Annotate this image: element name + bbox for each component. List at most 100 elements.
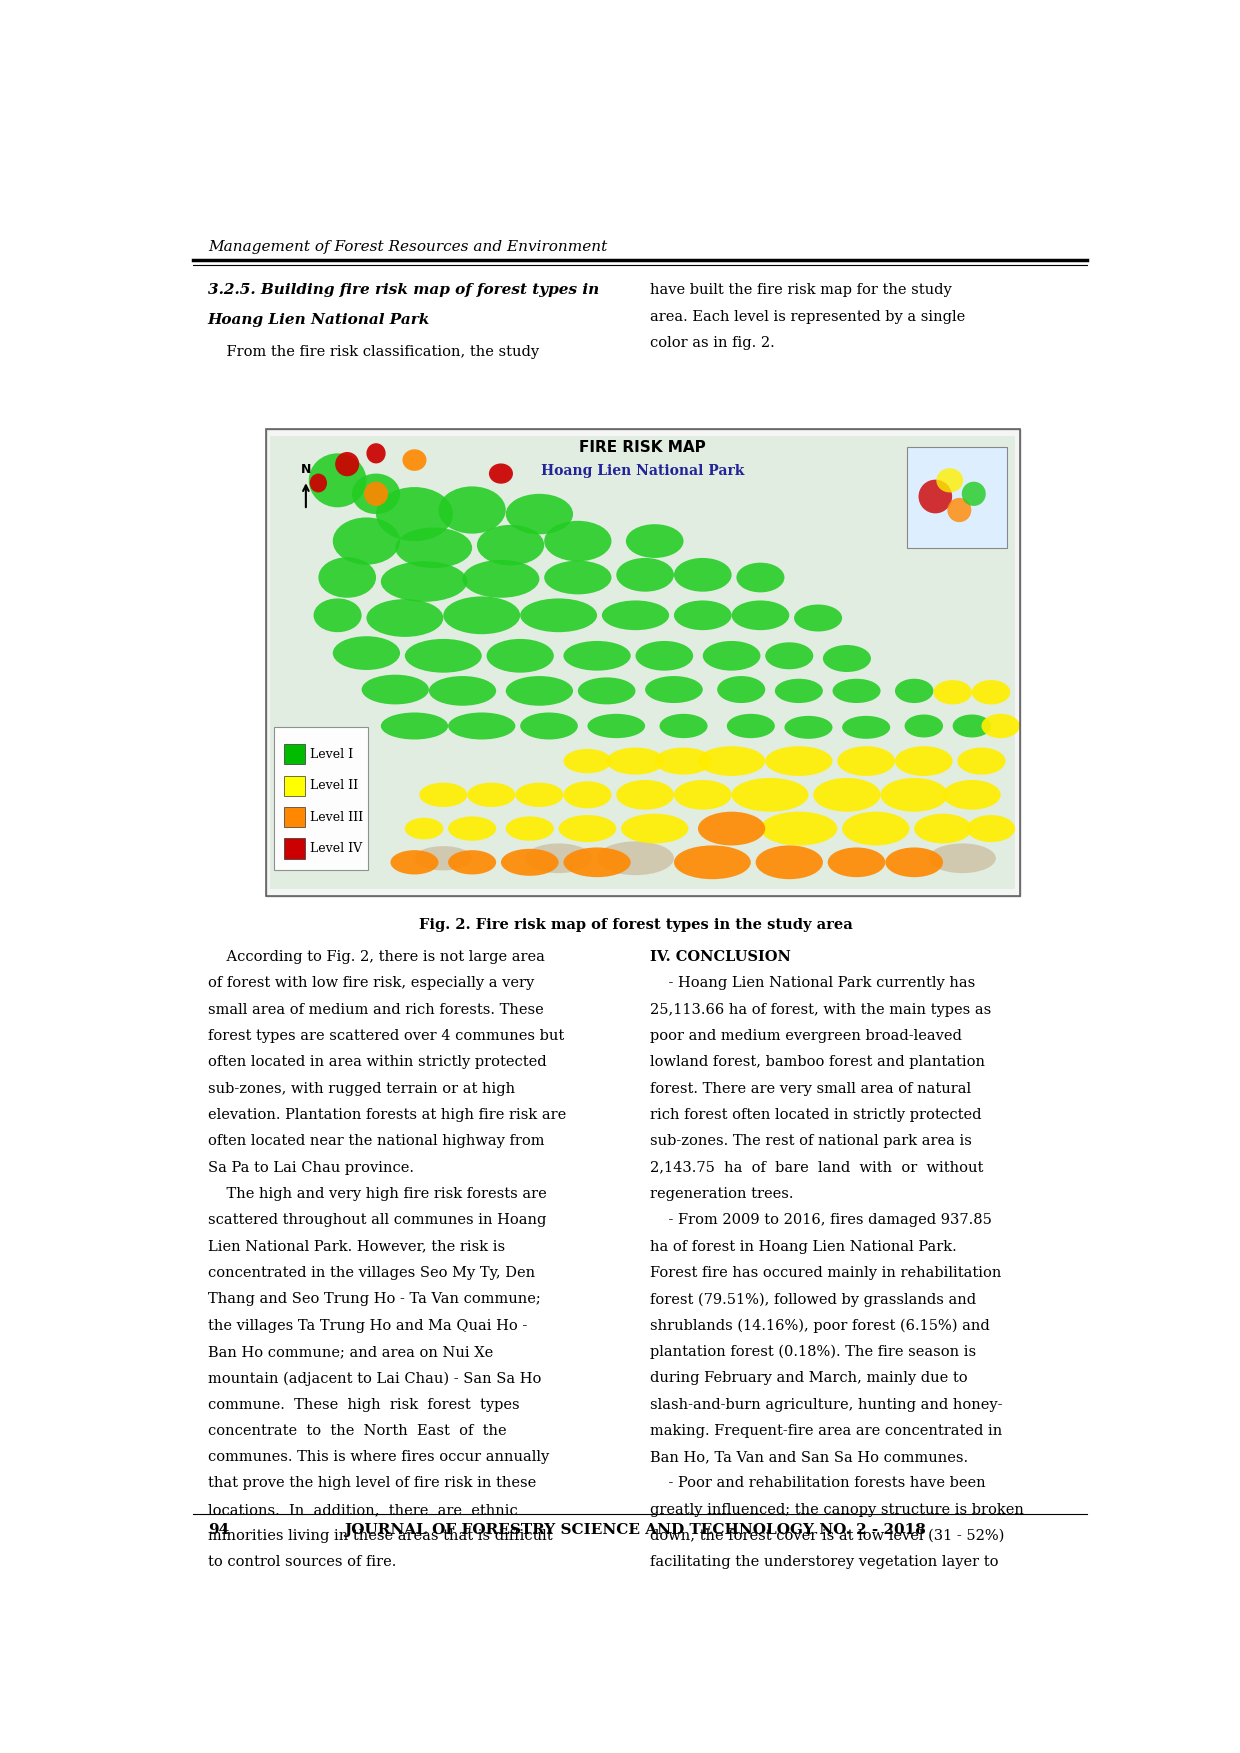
Ellipse shape bbox=[842, 812, 909, 845]
Text: Level II: Level II bbox=[310, 778, 358, 792]
Ellipse shape bbox=[914, 813, 972, 843]
Ellipse shape bbox=[842, 715, 890, 738]
Ellipse shape bbox=[429, 677, 496, 706]
Text: Management of Forest Resources and Environment: Management of Forest Resources and Envir… bbox=[208, 240, 608, 254]
Text: slash-and-burn agriculture, hunting and honey-: slash-and-burn agriculture, hunting and … bbox=[650, 1397, 1002, 1411]
Ellipse shape bbox=[414, 847, 472, 871]
Ellipse shape bbox=[335, 452, 360, 477]
Text: poor and medium evergreen broad-leaved: poor and medium evergreen broad-leaved bbox=[650, 1029, 962, 1043]
Text: during February and March, mainly due to: during February and March, mainly due to bbox=[650, 1371, 967, 1385]
Ellipse shape bbox=[794, 605, 842, 631]
Ellipse shape bbox=[563, 847, 631, 876]
Ellipse shape bbox=[606, 747, 665, 775]
Text: Level I: Level I bbox=[310, 749, 353, 761]
Ellipse shape bbox=[626, 524, 683, 557]
Text: often located near the national highway from: often located near the national highway … bbox=[208, 1134, 544, 1148]
Text: lowland forest, bamboo forest and plantation: lowland forest, bamboo forest and planta… bbox=[650, 1055, 985, 1069]
Ellipse shape bbox=[813, 778, 880, 812]
Text: Hoang Lien National Park: Hoang Lien National Park bbox=[541, 465, 744, 479]
Ellipse shape bbox=[675, 557, 732, 593]
Text: From the fire risk classification, the study: From the fire risk classification, the s… bbox=[208, 345, 539, 359]
Text: forest (79.51%), followed by grasslands and: forest (79.51%), followed by grasslands … bbox=[650, 1292, 976, 1306]
Ellipse shape bbox=[404, 638, 481, 673]
Ellipse shape bbox=[314, 598, 362, 633]
Ellipse shape bbox=[463, 559, 539, 598]
Text: down, the forest cover is at low level (31 - 52%): down, the forest cover is at low level (… bbox=[650, 1529, 1004, 1543]
Ellipse shape bbox=[558, 815, 616, 841]
Text: communes. This is where fires occur annually: communes. This is where fires occur annu… bbox=[208, 1450, 549, 1464]
Ellipse shape bbox=[934, 680, 972, 705]
Ellipse shape bbox=[982, 713, 1021, 738]
Ellipse shape bbox=[444, 596, 521, 635]
Text: ha of forest in Hoang Lien National Park.: ha of forest in Hoang Lien National Park… bbox=[650, 1239, 957, 1253]
Ellipse shape bbox=[675, 845, 750, 880]
Ellipse shape bbox=[737, 563, 785, 593]
Ellipse shape bbox=[621, 813, 688, 843]
Text: Level IV: Level IV bbox=[310, 841, 362, 855]
Ellipse shape bbox=[698, 812, 765, 845]
Ellipse shape bbox=[698, 747, 765, 777]
Ellipse shape bbox=[601, 601, 670, 629]
Text: shrublands (14.16%), poor forest (6.15%) and: shrublands (14.16%), poor forest (6.15%)… bbox=[650, 1318, 990, 1332]
Text: area. Each level is represented by a single: area. Each level is represented by a sin… bbox=[650, 310, 965, 324]
Text: 94: 94 bbox=[208, 1523, 229, 1537]
Ellipse shape bbox=[905, 715, 944, 738]
Ellipse shape bbox=[521, 598, 596, 633]
Ellipse shape bbox=[775, 678, 823, 703]
Text: Ban Ho, Ta Van and San Sa Ho communes.: Ban Ho, Ta Van and San Sa Ho communes. bbox=[650, 1450, 968, 1464]
Ellipse shape bbox=[439, 486, 506, 533]
Ellipse shape bbox=[381, 561, 467, 601]
Ellipse shape bbox=[880, 778, 947, 812]
Ellipse shape bbox=[467, 782, 516, 806]
Ellipse shape bbox=[655, 747, 713, 775]
Ellipse shape bbox=[936, 468, 963, 493]
Text: Forest fire has occured mainly in rehabilitation: Forest fire has occured mainly in rehabi… bbox=[650, 1266, 1001, 1280]
Ellipse shape bbox=[525, 843, 593, 873]
Ellipse shape bbox=[942, 780, 1001, 810]
Ellipse shape bbox=[563, 782, 611, 808]
Text: plantation forest (0.18%). The fire season is: plantation forest (0.18%). The fire seas… bbox=[650, 1345, 976, 1359]
Text: the villages Ta Trung Ho and Ma Quai Ho -: the villages Ta Trung Ho and Ma Quai Ho … bbox=[208, 1318, 527, 1332]
Ellipse shape bbox=[332, 517, 401, 564]
Ellipse shape bbox=[404, 817, 444, 840]
Ellipse shape bbox=[967, 815, 1016, 841]
Ellipse shape bbox=[448, 850, 496, 875]
Text: Ban Ho commune; and area on Nui Xe: Ban Ho commune; and area on Nui Xe bbox=[208, 1345, 494, 1359]
Ellipse shape bbox=[319, 557, 376, 598]
Text: Hoang Lien National Park: Hoang Lien National Park bbox=[208, 314, 430, 328]
Text: According to Fig. 2, there is not large area: According to Fig. 2, there is not large … bbox=[208, 950, 544, 964]
Ellipse shape bbox=[391, 850, 439, 875]
Ellipse shape bbox=[596, 841, 675, 875]
Ellipse shape bbox=[675, 780, 732, 810]
Ellipse shape bbox=[616, 557, 675, 593]
Text: JOURNAL OF FORESTRY SCIENCE AND TECHNOLOGY NO. 2 - 2018: JOURNAL OF FORESTRY SCIENCE AND TECHNOLO… bbox=[345, 1523, 926, 1537]
Ellipse shape bbox=[760, 812, 837, 845]
Text: sub-zones, with rugged terrain or at high: sub-zones, with rugged terrain or at hig… bbox=[208, 1082, 515, 1096]
Ellipse shape bbox=[332, 636, 401, 670]
Ellipse shape bbox=[703, 642, 760, 671]
Text: making. Frequent-fire area are concentrated in: making. Frequent-fire area are concentra… bbox=[650, 1423, 1002, 1437]
Text: of forest with low fire risk, especially a very: of forest with low fire risk, especially… bbox=[208, 976, 534, 990]
Ellipse shape bbox=[755, 845, 823, 880]
Text: facilitating the understorey vegetation layer to: facilitating the understorey vegetation … bbox=[650, 1555, 998, 1569]
Ellipse shape bbox=[367, 600, 444, 636]
Ellipse shape bbox=[381, 712, 448, 740]
Text: locations.  In  addition,  there  are  ethnic: locations. In addition, there are ethnic bbox=[208, 1502, 517, 1516]
Text: forest. There are very small area of natural: forest. There are very small area of nat… bbox=[650, 1082, 971, 1096]
Ellipse shape bbox=[832, 678, 880, 703]
Text: elevation. Plantation forests at high fire risk are: elevation. Plantation forests at high fi… bbox=[208, 1108, 567, 1122]
Ellipse shape bbox=[919, 480, 952, 514]
Ellipse shape bbox=[635, 642, 693, 671]
Ellipse shape bbox=[588, 713, 645, 738]
Text: 25,113.66 ha of forest, with the main types as: 25,113.66 ha of forest, with the main ty… bbox=[650, 1003, 991, 1017]
Text: scattered throughout all communes in Hoang: scattered throughout all communes in Hoa… bbox=[208, 1213, 547, 1227]
Ellipse shape bbox=[365, 482, 388, 507]
Ellipse shape bbox=[675, 601, 732, 629]
Ellipse shape bbox=[477, 524, 544, 566]
Text: color as in fig. 2.: color as in fig. 2. bbox=[650, 337, 775, 351]
Ellipse shape bbox=[717, 677, 765, 703]
Text: 2,143.75  ha  of  bare  land  with  or  without: 2,143.75 ha of bare land with or without bbox=[650, 1160, 983, 1175]
Ellipse shape bbox=[765, 747, 832, 777]
Ellipse shape bbox=[448, 712, 516, 740]
Ellipse shape bbox=[506, 677, 573, 706]
